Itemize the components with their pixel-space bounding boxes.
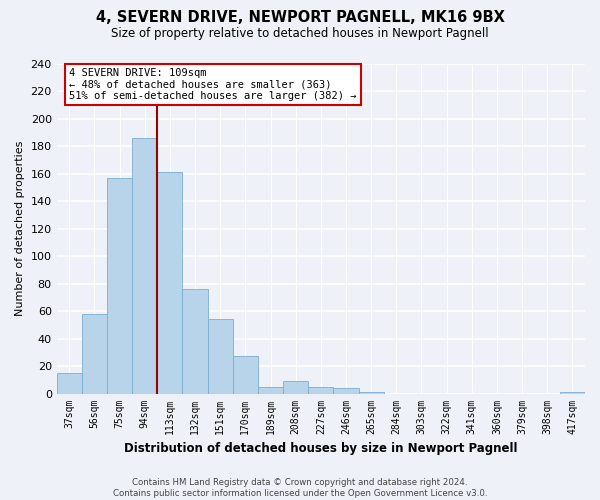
Bar — [560, 392, 585, 394]
Text: Contains HM Land Registry data © Crown copyright and database right 2024.
Contai: Contains HM Land Registry data © Crown c… — [113, 478, 487, 498]
Bar — [258, 386, 283, 394]
Bar — [208, 320, 233, 394]
X-axis label: Distribution of detached houses by size in Newport Pagnell: Distribution of detached houses by size … — [124, 442, 518, 455]
Bar — [182, 289, 208, 394]
Text: 4, SEVERN DRIVE, NEWPORT PAGNELL, MK16 9BX: 4, SEVERN DRIVE, NEWPORT PAGNELL, MK16 9… — [95, 10, 505, 25]
Bar — [359, 392, 384, 394]
Bar — [283, 381, 308, 394]
Bar — [82, 314, 107, 394]
Bar — [308, 386, 334, 394]
Y-axis label: Number of detached properties: Number of detached properties — [15, 141, 25, 316]
Bar — [107, 178, 132, 394]
Text: Size of property relative to detached houses in Newport Pagnell: Size of property relative to detached ho… — [111, 28, 489, 40]
Text: 4 SEVERN DRIVE: 109sqm
← 48% of detached houses are smaller (363)
51% of semi-de: 4 SEVERN DRIVE: 109sqm ← 48% of detached… — [69, 68, 357, 102]
Bar — [334, 388, 359, 394]
Bar — [233, 356, 258, 394]
Bar — [56, 373, 82, 394]
Bar — [157, 172, 182, 394]
Bar — [132, 138, 157, 394]
